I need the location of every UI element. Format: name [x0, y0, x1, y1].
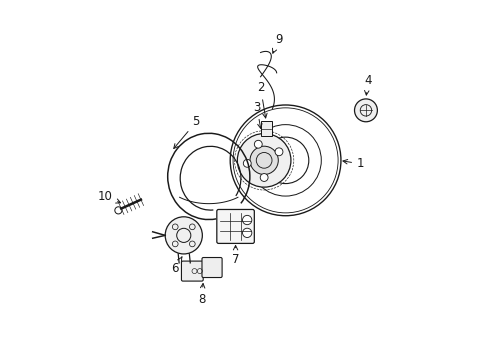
Text: 10: 10: [97, 190, 121, 203]
Text: 7: 7: [231, 246, 239, 266]
FancyBboxPatch shape: [181, 261, 203, 281]
Text: 6: 6: [171, 257, 182, 275]
Circle shape: [237, 134, 290, 187]
Text: 3: 3: [253, 101, 262, 128]
FancyBboxPatch shape: [202, 257, 222, 278]
FancyBboxPatch shape: [260, 121, 271, 136]
Circle shape: [242, 228, 251, 238]
Circle shape: [243, 159, 251, 167]
Circle shape: [275, 148, 283, 156]
Text: 9: 9: [272, 33, 282, 53]
Circle shape: [354, 99, 377, 122]
Circle shape: [242, 215, 251, 225]
Text: 4: 4: [363, 74, 371, 95]
Circle shape: [165, 217, 202, 254]
Circle shape: [254, 140, 262, 148]
Text: 8: 8: [198, 284, 205, 306]
Text: 2: 2: [256, 81, 266, 118]
Text: 5: 5: [173, 115, 200, 148]
Circle shape: [249, 146, 278, 175]
Circle shape: [260, 174, 267, 181]
Text: 1: 1: [342, 157, 364, 170]
FancyBboxPatch shape: [216, 210, 254, 243]
Circle shape: [115, 207, 122, 214]
